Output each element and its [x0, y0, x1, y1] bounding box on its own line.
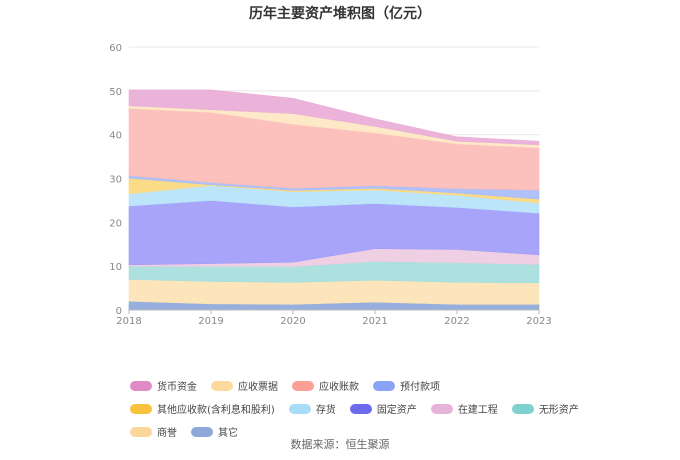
- x-tick-label: 2022: [444, 316, 469, 327]
- area-series-10: [128, 89, 540, 146]
- legend-swatch: [191, 426, 213, 437]
- legend-label: 无形资产: [538, 405, 579, 416]
- x-tick-label: 2023: [526, 316, 551, 327]
- legend-item[interactable]: 固定资产: [349, 401, 417, 416]
- legend-swatch: [292, 380, 314, 391]
- legend-item[interactable]: 预付款项: [373, 378, 440, 393]
- y-tick-label: 0: [116, 306, 122, 317]
- legend-swatch: [349, 403, 372, 414]
- legend-label: 在建工程: [457, 405, 498, 416]
- legend-label: 预付款项: [400, 382, 440, 393]
- y-tick-label: 20: [109, 218, 122, 229]
- legend-label: 应收账款: [319, 382, 359, 393]
- legend-swatch: [130, 426, 152, 437]
- y-tick-label: 10: [109, 262, 122, 273]
- x-tick-label: 2019: [198, 316, 223, 327]
- legend-swatch: [130, 380, 152, 391]
- legend-item[interactable]: 在建工程: [430, 401, 498, 416]
- legend-swatch: [511, 403, 534, 414]
- legend-item[interactable]: 应收票据: [211, 378, 278, 393]
- legend-label: 其他应收款(含利息和股利): [157, 405, 275, 416]
- legend-label: 固定资产: [376, 405, 417, 416]
- x-tick-label: 2021: [362, 316, 387, 327]
- legend-item[interactable]: 应收账款: [292, 378, 359, 393]
- y-tick-label: 50: [109, 87, 122, 98]
- legend-item[interactable]: 其他应收款(含利息和股利): [130, 401, 275, 416]
- legend-swatch: [130, 403, 152, 414]
- legend-label: 货币资金: [157, 382, 197, 393]
- legend-label: 商誉: [157, 428, 177, 439]
- y-tick-label: 60: [109, 43, 122, 54]
- y-tick-label: 30: [109, 175, 122, 186]
- legend-item[interactable]: 货币资金: [130, 378, 197, 393]
- x-tick-label: 2018: [116, 316, 141, 327]
- axes: 0 10 20 30 40 50 60 2018 2019 2020 2021 2022 2023: [109, 43, 551, 327]
- area-series-1: [128, 279, 540, 305]
- legend-swatch: [211, 380, 233, 391]
- legend-item[interactable]: 无形资产: [511, 401, 579, 416]
- legend: 货币资金 应收票据 应收账款 预付款项其他应收款(含利息和股利) 存货 固定资产 在建工程 无…: [130, 378, 580, 439]
- legend-label: 其它: [218, 428, 238, 439]
- area-series-layer: [128, 89, 540, 311]
- chart-title: 历年主要资产堆积图（亿元）: [249, 6, 431, 22]
- legend-item[interactable]: 商誉: [130, 424, 177, 439]
- legend-swatch: [288, 403, 311, 414]
- data-source-note: 数据来源：恒生聚源: [290, 438, 390, 451]
- legend-label: 存货: [315, 405, 336, 416]
- legend-swatch: [430, 403, 453, 414]
- legend-swatch: [373, 380, 395, 391]
- y-tick-label: 40: [109, 131, 122, 142]
- legend-item[interactable]: 存货: [288, 401, 336, 416]
- legend-label: 应收票据: [238, 382, 278, 393]
- legend-item[interactable]: 其它: [191, 424, 238, 439]
- x-tick-label: 2020: [280, 316, 305, 327]
